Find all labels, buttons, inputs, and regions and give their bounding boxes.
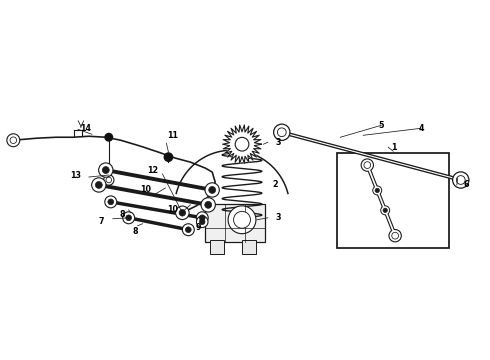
Circle shape [105, 134, 113, 141]
Circle shape [108, 199, 114, 205]
Circle shape [10, 137, 17, 144]
Text: 2: 2 [272, 180, 278, 189]
Circle shape [98, 163, 113, 177]
Circle shape [364, 162, 370, 168]
Circle shape [196, 212, 208, 224]
Circle shape [122, 212, 135, 224]
Text: 10: 10 [167, 205, 178, 214]
Circle shape [235, 138, 249, 151]
Text: 5: 5 [378, 121, 384, 130]
Bar [210, 240, 224, 253]
Text: 9: 9 [196, 223, 201, 232]
Circle shape [175, 206, 189, 220]
Circle shape [273, 124, 290, 140]
Bar [205, 204, 265, 242]
Circle shape [389, 230, 401, 242]
Text: 6: 6 [464, 180, 469, 189]
Circle shape [7, 134, 20, 147]
Text: 1: 1 [392, 143, 397, 152]
Circle shape [126, 215, 131, 221]
Text: 7: 7 [98, 217, 103, 226]
Circle shape [106, 177, 112, 183]
Text: 3: 3 [275, 138, 281, 147]
Text: 11: 11 [167, 131, 178, 140]
Text: 3: 3 [275, 213, 281, 222]
Circle shape [196, 216, 208, 228]
Circle shape [234, 211, 250, 228]
Circle shape [361, 159, 373, 171]
Circle shape [103, 175, 114, 185]
Bar [242, 240, 256, 253]
Text: 4: 4 [418, 124, 424, 133]
Circle shape [179, 210, 186, 216]
Bar [338, 153, 449, 248]
Circle shape [392, 232, 398, 239]
Circle shape [205, 183, 220, 197]
Text: 8: 8 [133, 227, 139, 236]
Circle shape [383, 208, 388, 212]
Circle shape [453, 172, 469, 188]
Circle shape [228, 206, 256, 234]
Circle shape [201, 198, 216, 212]
Circle shape [199, 215, 205, 221]
Circle shape [102, 167, 109, 174]
Circle shape [92, 178, 106, 192]
Circle shape [381, 206, 390, 215]
Circle shape [277, 128, 286, 137]
Circle shape [96, 181, 102, 188]
Circle shape [209, 186, 216, 193]
Text: 10: 10 [140, 185, 151, 194]
Circle shape [373, 186, 382, 195]
Circle shape [185, 227, 191, 233]
Circle shape [199, 219, 205, 225]
Circle shape [375, 188, 379, 193]
Circle shape [205, 202, 212, 208]
Text: 8: 8 [120, 210, 125, 219]
Circle shape [164, 153, 172, 161]
Circle shape [105, 196, 117, 208]
Text: 14: 14 [80, 124, 92, 133]
Text: 13: 13 [71, 171, 81, 180]
Polygon shape [222, 125, 261, 163]
Text: 12: 12 [147, 166, 158, 175]
Circle shape [182, 224, 195, 236]
Circle shape [456, 176, 465, 184]
